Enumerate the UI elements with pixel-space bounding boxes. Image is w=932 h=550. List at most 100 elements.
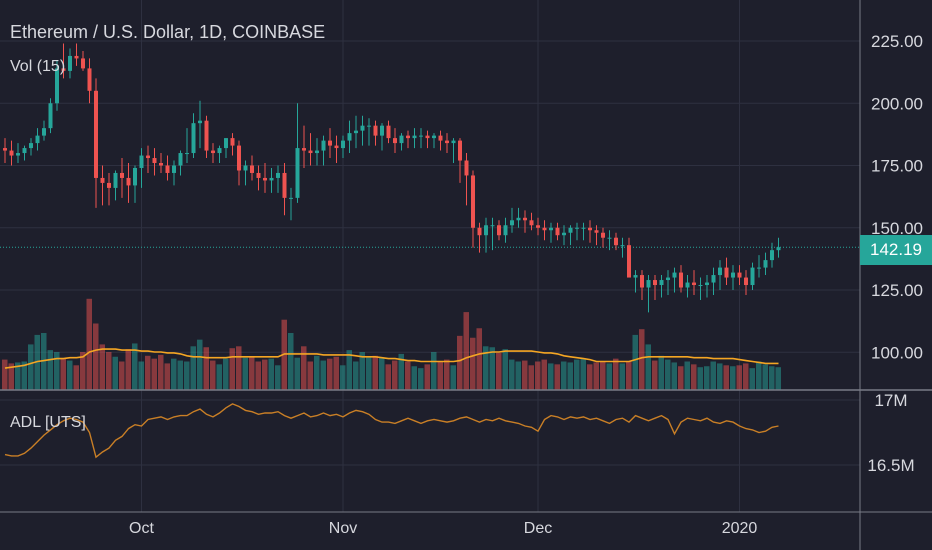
price-axis-label: 225.00 bbox=[871, 32, 923, 51]
candle-body bbox=[490, 225, 495, 227]
volume-bar bbox=[327, 358, 333, 390]
volume-bar bbox=[73, 365, 79, 390]
candle-body bbox=[165, 165, 170, 173]
volume-bar bbox=[554, 364, 560, 390]
volume-bar bbox=[320, 360, 326, 390]
volume-bar bbox=[262, 359, 268, 390]
candle bbox=[139, 148, 144, 188]
volume-bar bbox=[21, 361, 27, 390]
volume-bar bbox=[15, 362, 21, 390]
volume-bar bbox=[132, 343, 138, 390]
candle bbox=[87, 58, 92, 104]
candle bbox=[549, 222, 553, 243]
volume-bar bbox=[86, 298, 92, 390]
candle-body bbox=[692, 282, 696, 286]
candle-body bbox=[724, 267, 729, 278]
price-axis-label: 200.00 bbox=[871, 94, 923, 113]
candle bbox=[588, 220, 592, 243]
volume-bar bbox=[619, 363, 625, 390]
candle-body bbox=[685, 282, 690, 288]
candle bbox=[367, 118, 371, 146]
chart-title: Ethereum / U.S. Dollar, 1D, COINBASE bbox=[10, 22, 326, 42]
candle-body bbox=[159, 163, 163, 166]
volume-bar bbox=[535, 361, 541, 390]
candle bbox=[776, 237, 781, 258]
volume-bar bbox=[730, 366, 736, 390]
candle bbox=[191, 113, 196, 159]
volume-bar bbox=[151, 358, 157, 390]
candle bbox=[718, 260, 722, 290]
volume-bar bbox=[743, 363, 749, 390]
candle bbox=[217, 145, 222, 164]
candle-body bbox=[711, 275, 716, 283]
adl-legend[interactable]: ADL [UTS] bbox=[10, 414, 86, 431]
candle bbox=[568, 225, 573, 246]
price-axis-label: 125.00 bbox=[871, 281, 923, 300]
candle bbox=[3, 138, 7, 164]
candle bbox=[659, 275, 664, 298]
volume-bar bbox=[171, 358, 177, 390]
candle bbox=[679, 265, 683, 293]
volume-bar bbox=[275, 365, 281, 390]
candle bbox=[445, 133, 449, 154]
candle bbox=[458, 138, 462, 183]
candle-body bbox=[237, 145, 241, 171]
candle-body bbox=[464, 160, 469, 176]
candle bbox=[497, 220, 501, 241]
candle-body bbox=[549, 227, 553, 231]
volume-bar bbox=[411, 366, 417, 390]
candle bbox=[74, 43, 79, 66]
candle bbox=[295, 103, 300, 203]
candle bbox=[9, 140, 14, 166]
volume-bar bbox=[561, 361, 567, 390]
candle bbox=[477, 222, 482, 253]
volume-bar bbox=[80, 352, 86, 390]
candle-body bbox=[770, 250, 774, 261]
volume-bar bbox=[457, 335, 463, 390]
candle-body bbox=[750, 267, 755, 286]
candle-body bbox=[412, 135, 417, 139]
candle-body bbox=[568, 227, 573, 233]
candle-body bbox=[204, 120, 209, 151]
candle bbox=[633, 270, 638, 293]
last-price-badge: 142.19 bbox=[860, 235, 932, 265]
candle bbox=[42, 120, 46, 141]
volume-bar bbox=[294, 357, 300, 390]
volume-bar bbox=[392, 360, 398, 390]
candle bbox=[399, 133, 404, 151]
candle bbox=[159, 153, 163, 173]
candle bbox=[607, 230, 612, 251]
candle-body bbox=[217, 148, 222, 154]
volume-bar bbox=[203, 347, 209, 390]
time-axis-label: Dec bbox=[524, 520, 552, 537]
candle-body bbox=[354, 130, 358, 134]
candle bbox=[523, 210, 527, 233]
candle bbox=[412, 128, 417, 149]
candle bbox=[152, 148, 157, 176]
candle-body bbox=[757, 267, 761, 269]
volume-bar bbox=[502, 349, 508, 390]
volume-bar bbox=[333, 356, 339, 390]
volume-legend[interactable]: Vol (15) bbox=[10, 58, 66, 75]
volume-bar bbox=[509, 359, 515, 390]
candle-body bbox=[42, 128, 46, 136]
volume-bar bbox=[8, 363, 14, 390]
volume-bar bbox=[210, 360, 216, 390]
volume-bar bbox=[444, 359, 450, 390]
candle bbox=[328, 128, 332, 159]
candle-body bbox=[438, 135, 443, 141]
volume-bar bbox=[522, 360, 528, 390]
volume-bar bbox=[587, 364, 593, 390]
volume-bar bbox=[346, 350, 352, 390]
candle bbox=[269, 167, 274, 193]
volume-bar bbox=[41, 333, 47, 390]
candle-body bbox=[16, 153, 20, 156]
volume-bar bbox=[450, 365, 456, 390]
volume-bar bbox=[340, 365, 346, 390]
candle-body bbox=[126, 177, 131, 186]
volume-bar bbox=[749, 368, 755, 390]
time-axis-label: Nov bbox=[329, 520, 357, 537]
candle bbox=[705, 275, 709, 298]
candle bbox=[698, 277, 703, 300]
